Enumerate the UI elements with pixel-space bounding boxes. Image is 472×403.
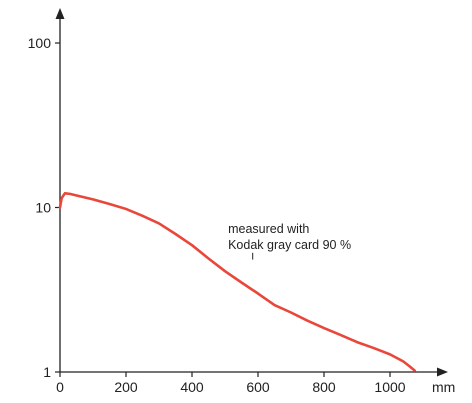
x-tick-label: 800 (312, 379, 336, 395)
y-tick-label: 1 (43, 364, 51, 380)
series-layer (58, 191, 417, 372)
x-unit-label: mm (432, 379, 455, 395)
x-tick-label: 0 (56, 379, 64, 395)
x-tick-label: 600 (246, 379, 270, 395)
annotation-layer: measured with Kodak gray card 90 % (228, 222, 351, 260)
y-tick-label: 10 (35, 200, 51, 216)
annotation-text: Kodak gray card 90 % (228, 238, 351, 252)
x-tick-label: 1000 (374, 379, 405, 395)
y-axis-arrow (55, 8, 65, 19)
x-axis-arrow (437, 367, 448, 377)
axes-layer: 0 200 400 600 800 1000 mm 1 10 100 (28, 8, 455, 395)
y-tick-label: 100 (28, 35, 52, 51)
annotation-text: measured with (228, 222, 309, 236)
x-tick-label: 400 (180, 379, 204, 395)
x-tick-label: 200 (114, 379, 138, 395)
series-line (58, 191, 417, 372)
